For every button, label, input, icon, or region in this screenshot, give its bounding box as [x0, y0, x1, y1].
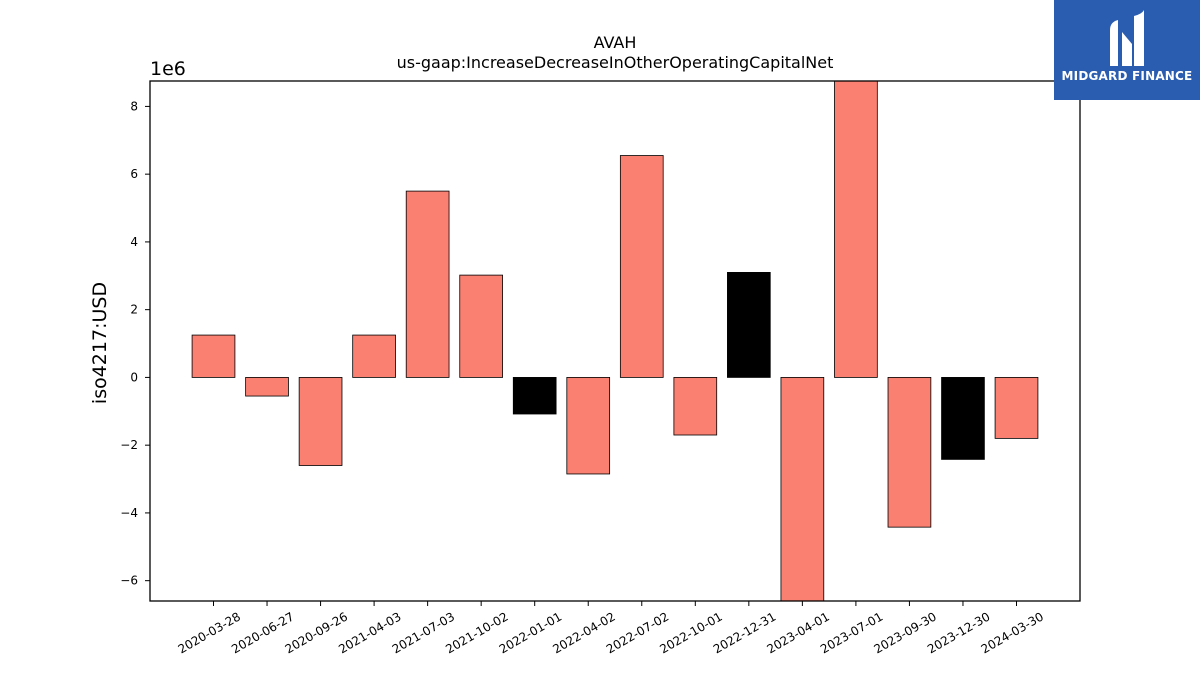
bar-2022-10-01 — [673, 377, 718, 436]
logo-text: MIDGARD FINANCE — [1061, 69, 1193, 83]
bar-2024-03-30 — [994, 377, 1039, 439]
y-tick-label: −6 — [120, 574, 138, 588]
bar-2022-04-02 — [566, 377, 611, 475]
bar-2021-07-03 — [405, 190, 450, 378]
bar-2023-09-30 — [887, 377, 932, 528]
bar-2023-04-01 — [780, 377, 825, 602]
bar-2022-01-01 — [512, 377, 557, 415]
bar-2021-10-02 — [459, 274, 503, 378]
y-tick-label: 2 — [130, 303, 138, 317]
bar-2022-07-02 — [619, 155, 664, 378]
y-tick-label: 6 — [130, 167, 138, 181]
plot-frame — [149, 80, 1081, 602]
midgard-logo: MIDGARD FINANCE — [1054, 0, 1200, 100]
y-tick-label: 4 — [130, 235, 138, 249]
chart-title: AVAH — [594, 33, 637, 52]
y-axis-label: iso4217:USD — [89, 282, 111, 404]
bar-2023-12-30 — [941, 377, 985, 460]
bar-2020-06-27 — [245, 377, 289, 397]
bar-2023-07-01 — [834, 80, 878, 378]
midgard-logo-icon — [1110, 10, 1144, 66]
chart-subtitle: us-gaap:IncreaseDecreaseInOtherOperating… — [397, 53, 834, 72]
y-tick-label: −2 — [120, 438, 138, 452]
y-tick-label: −4 — [120, 506, 138, 520]
bar-2022-12-31 — [727, 272, 771, 378]
bar-2021-04-03 — [352, 334, 396, 378]
bar-2020-09-26 — [298, 377, 343, 466]
y-tick-label: 8 — [130, 99, 138, 113]
y-tick-label: 0 — [130, 370, 138, 384]
bar-2020-03-28 — [191, 334, 236, 378]
y-scale-label: 1e6 — [150, 58, 186, 80]
